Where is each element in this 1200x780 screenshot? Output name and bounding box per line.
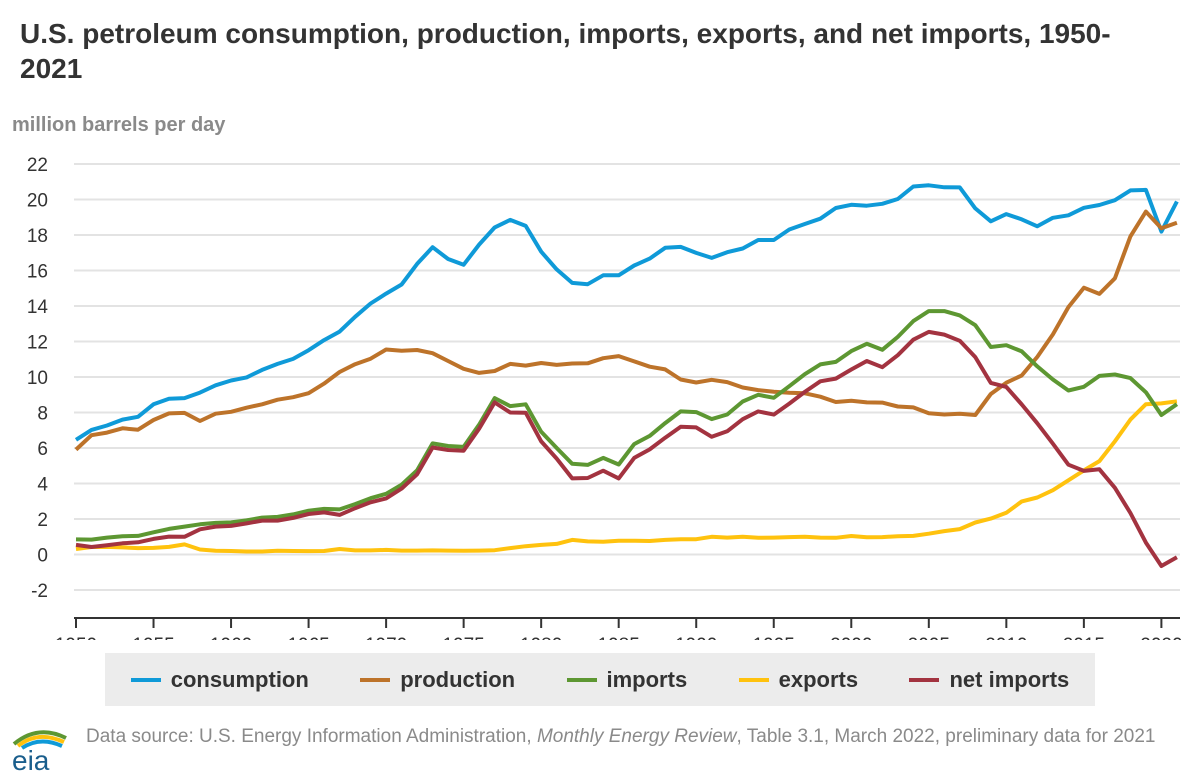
x-tick-label: 2015 <box>1063 635 1105 640</box>
y-tick-label: 22 <box>27 155 48 176</box>
legend-label: exports <box>778 666 859 692</box>
legend-swatch <box>360 677 391 682</box>
y-tick-label: -2 <box>31 581 48 602</box>
x-tick-label: 1995 <box>753 635 795 640</box>
chart-title: U.S. petroleum consumption, production, … <box>20 18 1111 84</box>
y-tick-label: 16 <box>27 262 48 283</box>
x-tick-label: 1950 <box>55 635 97 640</box>
series-line-production <box>74 209 1178 452</box>
y-tick-label: 10 <box>27 368 48 389</box>
x-tick-label: 1985 <box>598 635 640 640</box>
x-tick-label: 2020 <box>1140 635 1182 640</box>
y-tick-label: 2 <box>37 510 48 531</box>
y-tick-label: 12 <box>27 333 48 354</box>
footer-publication: Monthly Energy Review <box>536 726 737 747</box>
x-tick-label: 1970 <box>365 635 407 640</box>
legend-item-consumption: consumption <box>130 666 309 693</box>
chart-plot: 2220181614121086420-21950195519601965197… <box>27 155 1183 640</box>
footer-suffix: , Table 3.1, March 2022, preliminary dat… <box>736 726 1156 747</box>
x-tick-label: 2010 <box>985 635 1027 640</box>
legend-label: imports <box>606 666 688 692</box>
x-tick-label: 1965 <box>287 635 329 640</box>
series-line-imports <box>75 309 1179 542</box>
y-tick-label: 20 <box>27 191 48 212</box>
x-tick-label: 1955 <box>132 635 174 640</box>
y-tick-label: 4 <box>37 475 48 496</box>
x-tick-label: 1990 <box>675 635 717 640</box>
footer-prefix: Data source: U.S. Energy Information Adm… <box>86 726 537 747</box>
legend: consumption production imports exports net i… <box>105 653 1095 706</box>
legend-item-exports: exports <box>738 666 859 693</box>
legend-swatch <box>909 677 940 682</box>
legend-label: consumption <box>170 666 309 692</box>
legend-swatch <box>738 677 769 682</box>
x-tick-label: 2005 <box>908 635 950 640</box>
series-line-exports <box>75 399 1178 554</box>
x-tick-label: 1960 <box>210 635 252 640</box>
legend-swatch <box>566 677 597 682</box>
legend-swatch <box>130 677 161 682</box>
y-tick-label: 6 <box>37 439 48 460</box>
eia-logo: eia <box>12 730 67 772</box>
x-tick-label: 2000 <box>830 635 872 640</box>
series-line-net-imports <box>75 329 1178 568</box>
y-tick-label: 8 <box>37 404 48 425</box>
x-tick-label: 1980 <box>520 635 562 640</box>
y-tick-label: 18 <box>27 226 48 247</box>
y-tick-label: 14 <box>27 297 49 318</box>
y-tick-label: 0 <box>37 546 48 567</box>
legend-item-imports: imports <box>566 666 688 693</box>
x-tick-label: 1975 <box>442 635 484 640</box>
legend-item-production: production <box>360 667 515 693</box>
y-axis-label: million barrels per day <box>12 114 226 136</box>
svg-text:eia: eia <box>12 745 50 772</box>
legend-label: production <box>400 666 516 692</box>
series-line-consumption <box>74 183 1179 442</box>
data-source-note: Data source: U.S. Energy Information Adm… <box>86 723 1186 750</box>
legend-label: net imports <box>949 666 1070 692</box>
legend-item-net-imports: net imports <box>909 667 1069 693</box>
